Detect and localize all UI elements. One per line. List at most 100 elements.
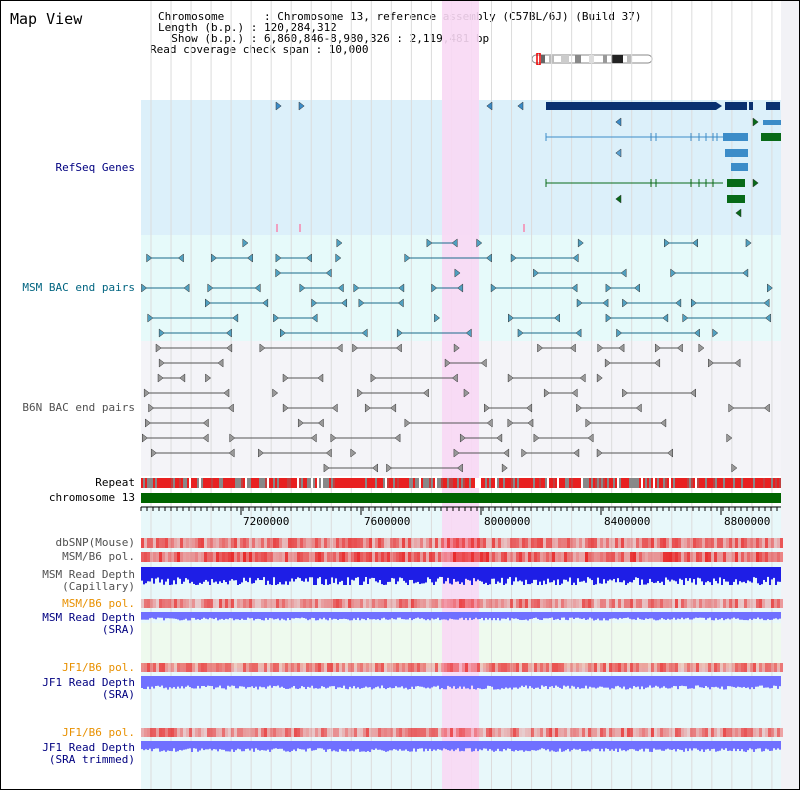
read-depth-bar: [311, 567, 313, 578]
polymorphism-cell: [714, 599, 717, 608]
repeat-segment: [489, 478, 491, 488]
polymorphism-cell: [156, 663, 159, 672]
repeat-segment: [163, 478, 165, 488]
read-depth-bar: [511, 567, 513, 585]
polymorphism-cell: [732, 552, 735, 562]
polymorphism-cell: [591, 728, 594, 737]
polymorphism-cell: [336, 663, 339, 672]
polymorphism-cell: [669, 538, 672, 548]
polymorphism-cell: [396, 599, 399, 608]
read-depth-bar: [189, 567, 191, 584]
read-depth-bar: [673, 612, 675, 618]
read-depth-bar: [237, 612, 239, 620]
read-depth-bar: [279, 612, 281, 621]
read-depth-bar: [155, 567, 157, 579]
read-depth-bar: [329, 567, 331, 585]
polymorphism-cell: [546, 728, 549, 737]
polymorphism-cell: [669, 552, 672, 562]
polymorphism-cell: [414, 552, 417, 562]
read-depth-bar: [513, 741, 515, 752]
polymorphism-cell: [282, 663, 285, 672]
refseq-genes-label[interactable]: RefSeq Genes: [55, 161, 135, 174]
polymorphism-cell: [396, 552, 399, 562]
read-depth-bar: [281, 612, 283, 619]
polymorphism-cell: [735, 728, 738, 737]
polymorphism-cell: [156, 728, 159, 737]
repeat-segment: [507, 478, 509, 488]
b6n-bac-end-pairs-label[interactable]: B6N BAC end pairs: [22, 401, 135, 414]
polymorphism-cell: [552, 663, 555, 672]
chromosome-bar: [141, 493, 781, 503]
read-depth-bar: [273, 676, 275, 687]
repeat-segment: [503, 478, 505, 488]
read-depth-bar: [579, 741, 581, 749]
polymorphism-cell: [504, 728, 507, 737]
read-depth-bar: [275, 567, 277, 585]
repeat-segment: [313, 478, 315, 488]
polymorphism-cell: [327, 538, 330, 548]
repeat-segment: [671, 478, 673, 488]
read-depth-bar: [143, 741, 145, 751]
polymorphism-cell: [213, 599, 216, 608]
polymorphism-cell: [333, 552, 336, 562]
bac-end-arrow: [465, 328, 472, 338]
bac-end-arrow: [431, 283, 438, 293]
read-depth-bar: [699, 612, 701, 618]
polymorphism-cell: [261, 728, 264, 737]
read-depth-bar: [735, 676, 737, 688]
read-depth-bar: [539, 741, 541, 750]
read-depth-bar: [189, 612, 191, 621]
read-depth-bar: [187, 741, 189, 749]
repeat-segment: [261, 478, 263, 488]
bac-end-arrow: [341, 298, 348, 308]
read-depth-bar: [501, 612, 503, 619]
read-depth-bar: [525, 612, 527, 620]
bac-end-arrow: [158, 328, 165, 338]
read-depth-bar: [245, 612, 247, 620]
axis-tick-label: 7600000: [364, 515, 411, 528]
read-depth-bar: [541, 676, 543, 686]
read-depth-bar: [357, 567, 359, 578]
read-depth-bar: [367, 567, 369, 584]
read-depth-bar: [303, 741, 305, 750]
read-depth-bar: [671, 741, 673, 750]
polymorphism-cell: [543, 663, 546, 672]
polymorphism-cell: [276, 552, 279, 562]
polymorphism-cell: [282, 599, 285, 608]
repeat-segment: [519, 478, 521, 488]
polymorphism-cell: [309, 538, 312, 548]
polymorphism-cell: [180, 552, 183, 562]
polymorphism-cell: [237, 663, 240, 672]
read-depth-bar: [413, 741, 415, 749]
read-depth-bar: [487, 676, 489, 686]
polymorphism-cell: [207, 663, 210, 672]
repeat-segment: [189, 478, 191, 488]
read-depth-bar: [573, 676, 575, 687]
polymorphism-cell: [486, 552, 489, 562]
read-depth-bar: [237, 741, 239, 749]
msm-bac-end-pairs-label[interactable]: MSM BAC end pairs: [22, 281, 135, 294]
read-depth-bar: [157, 567, 159, 578]
read-depth-bar: [367, 741, 369, 752]
repeat-segment: [511, 478, 513, 488]
polymorphism-cell: [516, 599, 519, 608]
polymorphism-cell: [456, 599, 459, 608]
polymorphism-cell: [576, 663, 579, 672]
read-depth-bar: [361, 567, 363, 585]
read-depth-bar: [683, 612, 685, 620]
read-depth-bar: [409, 567, 411, 580]
polymorphism-cell: [492, 552, 495, 562]
read-depth-bar: [749, 676, 751, 690]
read-depth-bar: [177, 676, 179, 687]
polymorphism-cell: [687, 663, 690, 672]
read-depth-bar: [355, 676, 357, 689]
read-depth-bar: [267, 567, 269, 581]
read-depth-bar: [217, 612, 219, 621]
read-depth-bar: [767, 676, 769, 688]
gene-block: [731, 163, 748, 171]
polymorphism-cell: [219, 728, 222, 737]
read-depth-bar: [461, 612, 463, 618]
polymorphism-cell: [336, 599, 339, 608]
read-depth-bar: [199, 612, 201, 620]
